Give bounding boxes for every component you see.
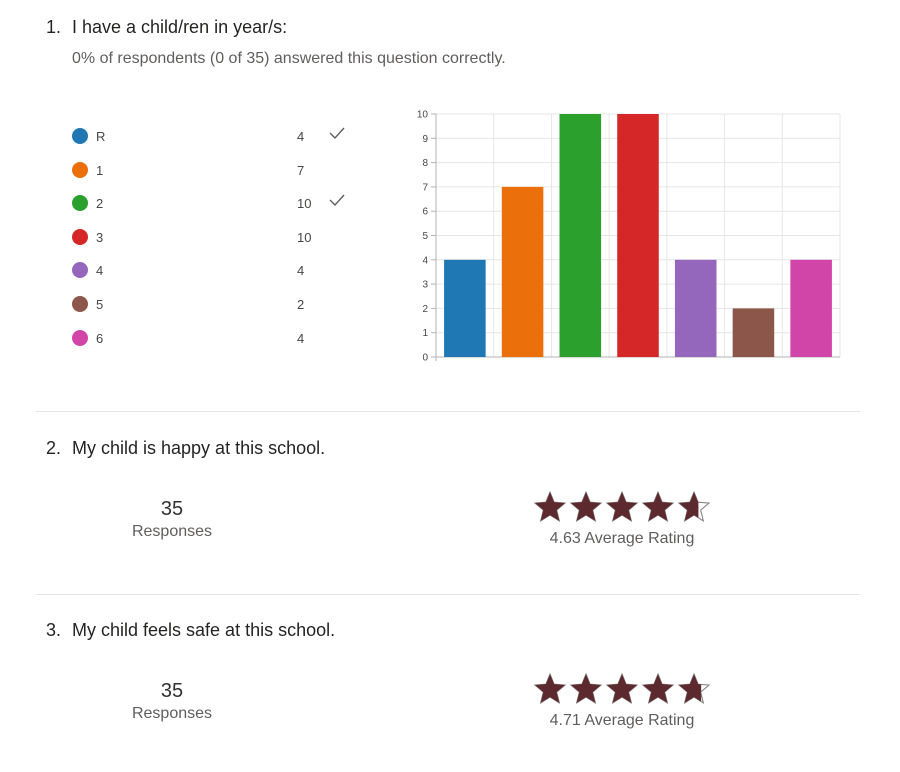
legend-color-dot: [72, 329, 88, 346]
y-tick-label: 2: [422, 304, 428, 315]
responses-count: 35: [160, 680, 184, 702]
average-rating: 4.71 Average Rating: [549, 712, 695, 729]
legend-item: 2 10: [72, 191, 372, 225]
star-icon: [605, 490, 639, 523]
legend-item: 3 10: [72, 225, 372, 259]
bar-6: [790, 259, 832, 357]
legend-count: 10: [297, 229, 312, 245]
star-icon: [533, 672, 567, 705]
y-tick-label: 8: [422, 158, 428, 169]
y-tick-label: 6: [422, 207, 428, 218]
legend-count: 4: [297, 263, 305, 279]
checkmark-icon: [329, 127, 345, 140]
bar-R: [444, 259, 486, 357]
legend-color-dot: [72, 262, 88, 279]
bar-chart: 0 1 2 3 4 5 6 7 8 9 10: [417, 110, 841, 364]
star-icon: [533, 490, 567, 523]
responses-label: Responses: [131, 705, 213, 722]
question-text: I have a child/ren in year/s:: [72, 17, 288, 37]
y-tick-label: 10: [417, 110, 429, 121]
bar-3: [617, 114, 659, 357]
legend-label: 3: [96, 229, 104, 245]
legend-label: 1: [96, 162, 104, 178]
star-icon: [641, 490, 675, 523]
average-rating: 4.63 Average Rating: [549, 530, 695, 547]
y-tick-label: 3: [422, 280, 428, 291]
bar-1: [501, 186, 544, 357]
divider: [36, 594, 860, 595]
y-tick-label: 9: [422, 134, 428, 145]
star-icon: [569, 672, 603, 705]
y-tick-label: 4: [422, 255, 428, 266]
legend-count: 2: [297, 296, 305, 312]
y-tick-label: 5: [422, 231, 428, 242]
responses-label: Responses: [131, 523, 213, 540]
divider: [36, 411, 860, 412]
bar-2: [559, 114, 602, 357]
legend-label: 2: [96, 196, 104, 212]
star-icon: [569, 490, 603, 523]
question-text: My child feels safe at this school.: [72, 620, 336, 640]
legend-label: 4: [96, 263, 104, 279]
responses-count: 35: [160, 498, 184, 520]
legend-count: 7: [297, 162, 305, 178]
legend-color-dot: [72, 228, 88, 245]
question-text: My child is happy at this school.: [72, 438, 326, 458]
legend-color-dot: [72, 128, 88, 144]
chart-legend: R 4 1 7 2 10 3 10 4 4 5 2 6 4: [72, 124, 372, 359]
rating-summary: 4.71 Average Rating: [512, 672, 732, 730]
rating-summary: 4.63 Average Rating: [512, 490, 732, 548]
star-icon: [605, 672, 639, 705]
y-tick-label: 1: [422, 328, 428, 339]
question-1-title: 1. I have a child/ren in year/s:: [46, 17, 287, 38]
y-tick-label: 7: [422, 182, 428, 193]
checkmark-icon: [329, 194, 345, 207]
legend-count: 4: [297, 330, 305, 346]
responses-summary: 35 Responses: [102, 498, 242, 541]
question-3-title: 3. My child feels safe at this school.: [46, 620, 335, 641]
star-rating: [512, 672, 732, 706]
legend-color-dot: [72, 195, 88, 212]
legend-label: 5: [96, 296, 104, 312]
bar-5: [732, 308, 775, 357]
legend-count: 10: [297, 196, 312, 212]
question-2-title: 2. My child is happy at this school.: [46, 438, 325, 459]
responses-summary: 35 Responses: [102, 680, 242, 723]
question-number: 3.: [46, 620, 62, 640]
question-1-subtitle: 0% of respondents (0 of 35) answered thi…: [72, 50, 506, 67]
legend-label: R: [96, 129, 106, 144]
star-icon: [641, 672, 675, 705]
legend-label: 6: [96, 330, 104, 346]
star-icon: [677, 490, 711, 523]
legend-color-dot: [72, 161, 88, 178]
legend-count: 4: [297, 129, 305, 144]
star-icon: [677, 672, 711, 705]
legend-color-dot: [72, 295, 88, 312]
y-tick-label: 0: [422, 353, 428, 364]
question-number: 1.: [46, 17, 62, 37]
question-number: 2.: [46, 438, 62, 458]
star-rating: [512, 490, 732, 524]
bar-4: [674, 259, 717, 357]
